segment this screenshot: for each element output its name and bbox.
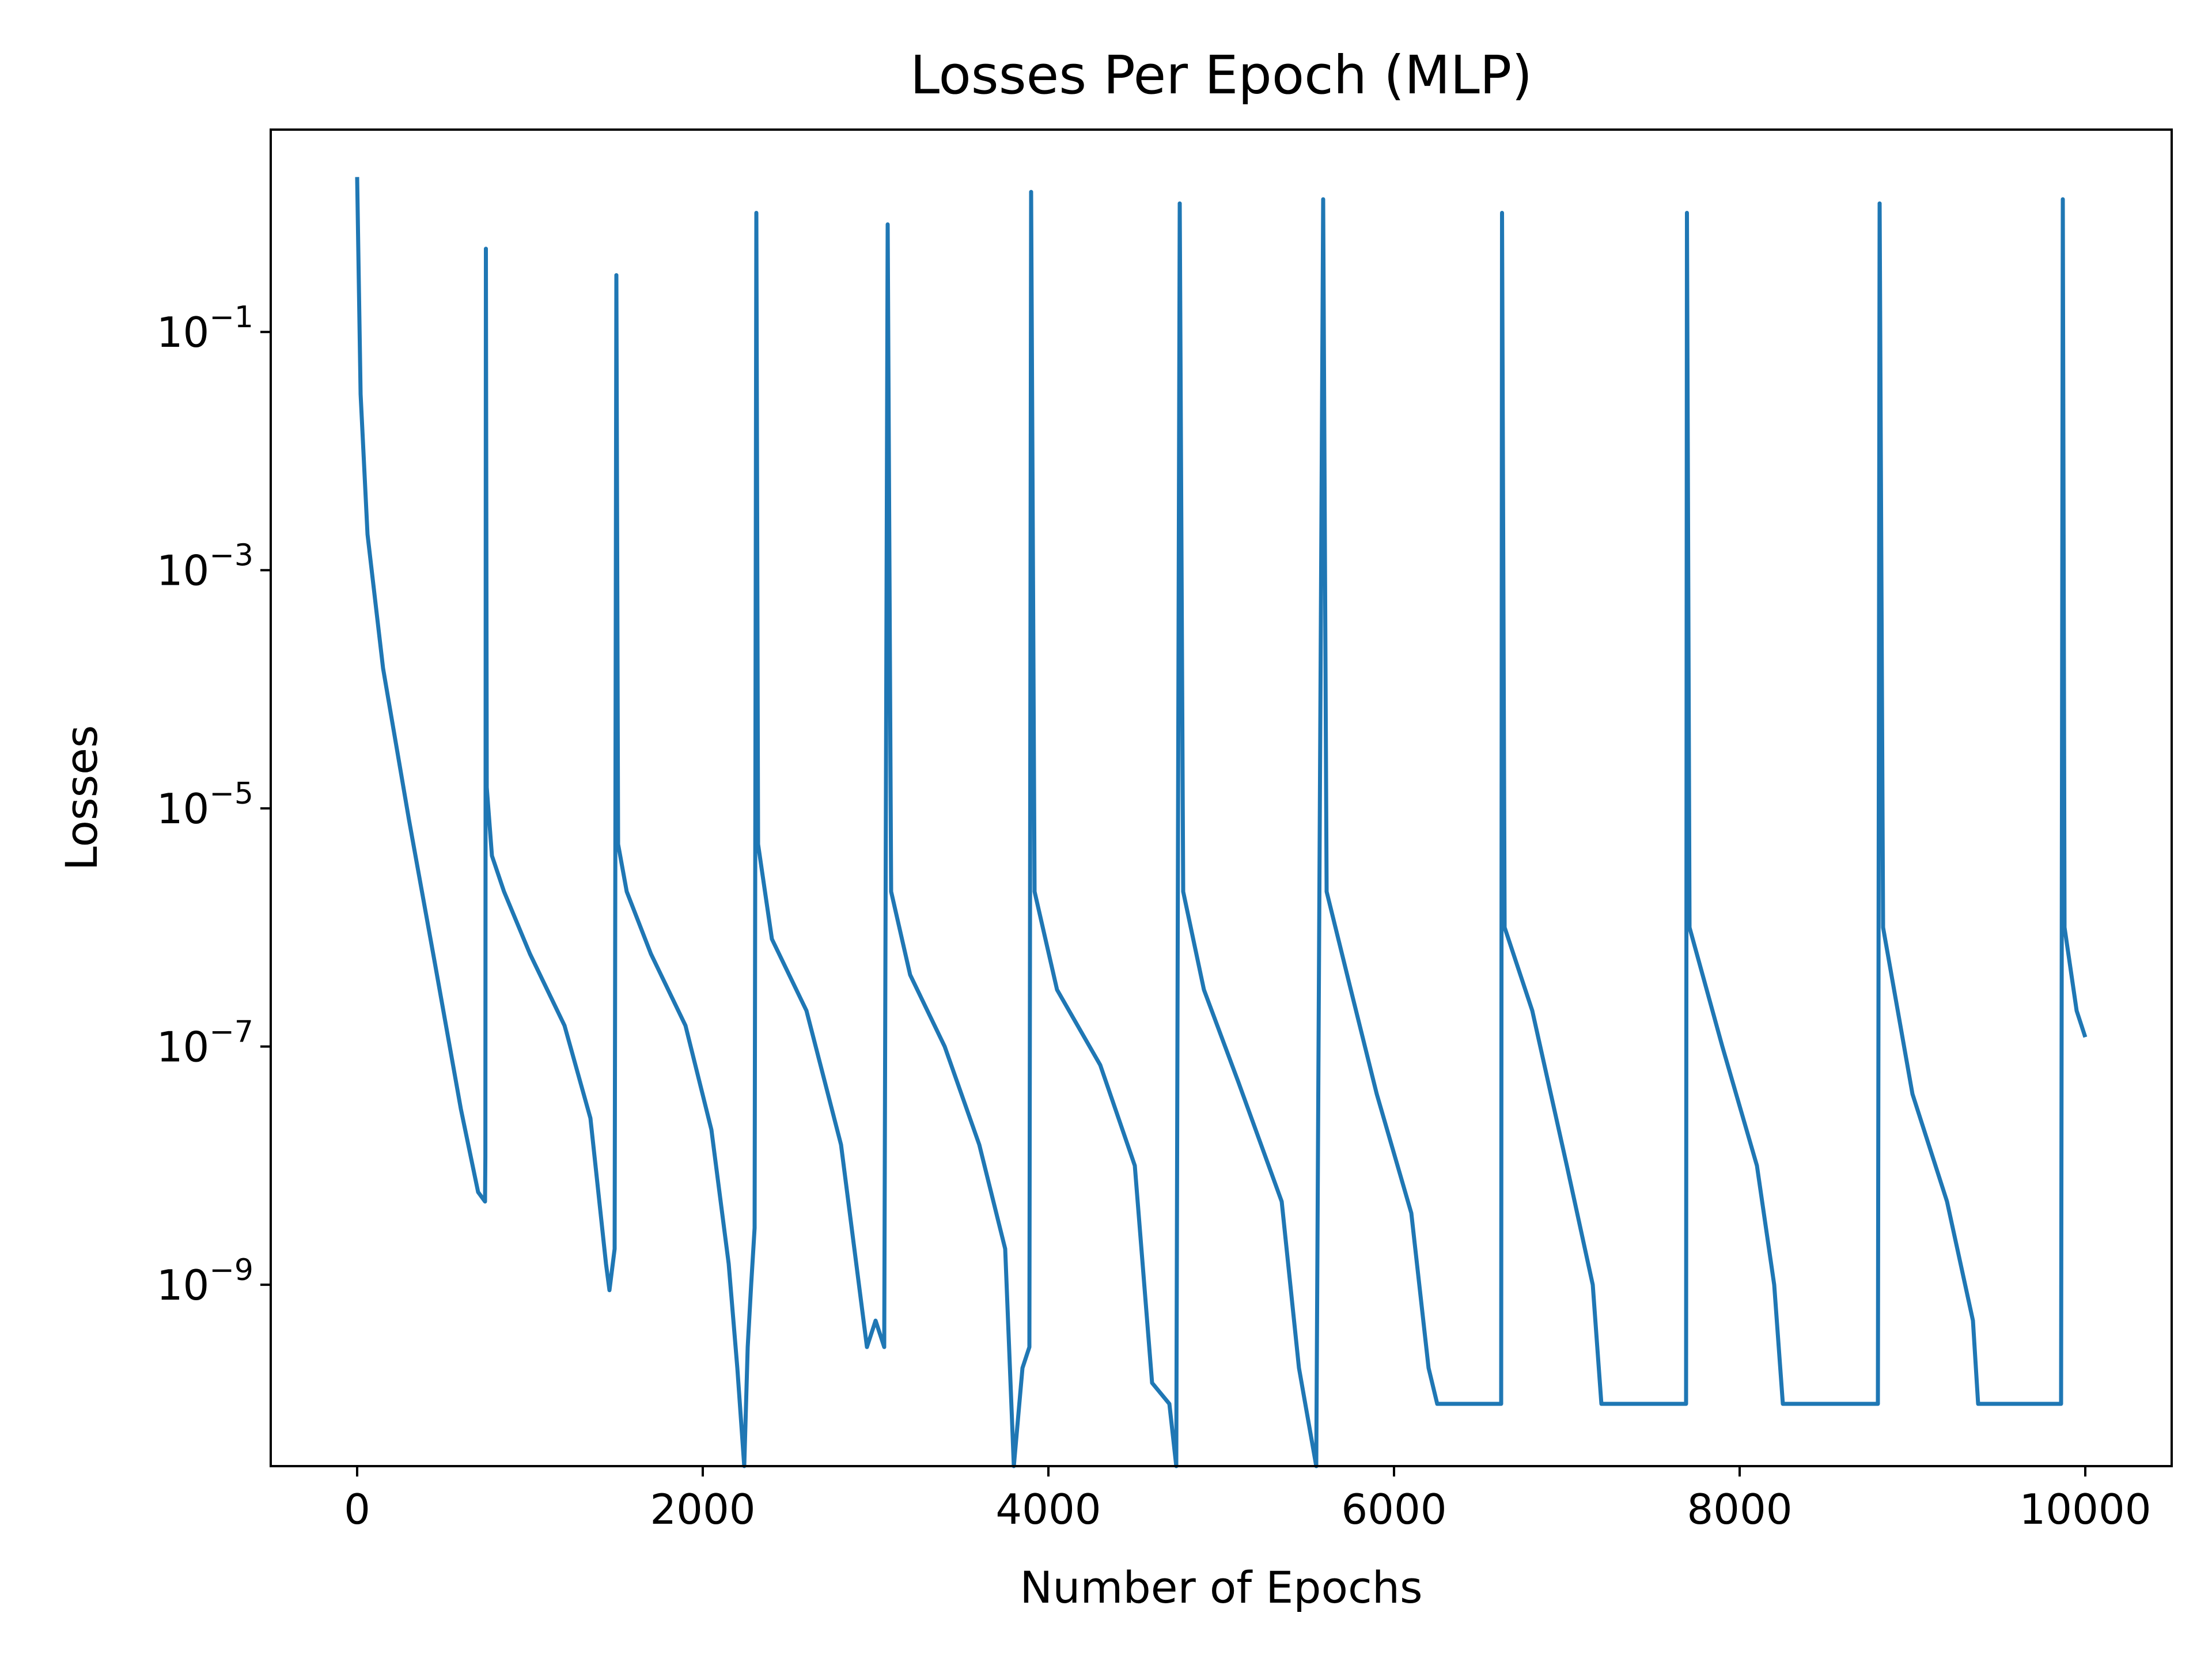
x-tick-label: 6000 bbox=[1341, 1485, 1446, 1534]
y-tick-exponent: −7 bbox=[209, 1015, 253, 1050]
y-tick-exponent: −5 bbox=[209, 777, 253, 811]
series-line-0 bbox=[355, 177, 2088, 1468]
x-tick-label: 4000 bbox=[995, 1485, 1101, 1534]
x-tick-label: 2000 bbox=[650, 1485, 755, 1534]
y-tick-base: 10 bbox=[157, 308, 210, 357]
x-tick-label: 8000 bbox=[1687, 1485, 1792, 1534]
y-tick-label: 10−9 bbox=[157, 1253, 253, 1309]
x-axis: 0 2000 4000 6000 8000 10000 bbox=[344, 1466, 2152, 1534]
y-tick-exponent: −3 bbox=[209, 539, 253, 573]
x-tick-label: 10000 bbox=[2019, 1485, 2151, 1534]
series-layer bbox=[355, 177, 2088, 1468]
y-tick-exponent: −9 bbox=[209, 1253, 253, 1288]
y-axis: 10−110−310−510−710−9 bbox=[157, 300, 271, 1309]
plot-frame bbox=[270, 128, 2173, 1467]
chart-title: Losses Per Epoch (MLP) bbox=[910, 44, 1532, 106]
y-tick-base: 10 bbox=[157, 1023, 210, 1072]
x-axis-label: Number of Epochs bbox=[1020, 1562, 1422, 1613]
y-tick-label: 10−5 bbox=[157, 777, 253, 833]
y-tick-base: 10 bbox=[157, 547, 210, 595]
y-tick-label: 10−3 bbox=[157, 539, 253, 595]
x-tick-label: 0 bbox=[344, 1485, 370, 1534]
y-tick-base: 10 bbox=[157, 1261, 210, 1309]
y-tick-label: 10−7 bbox=[157, 1015, 253, 1072]
y-axis-label: Losses bbox=[56, 725, 107, 870]
y-tick-exponent: −1 bbox=[209, 300, 253, 335]
y-tick-base: 10 bbox=[157, 785, 210, 833]
y-tick-label: 10−1 bbox=[157, 300, 253, 357]
